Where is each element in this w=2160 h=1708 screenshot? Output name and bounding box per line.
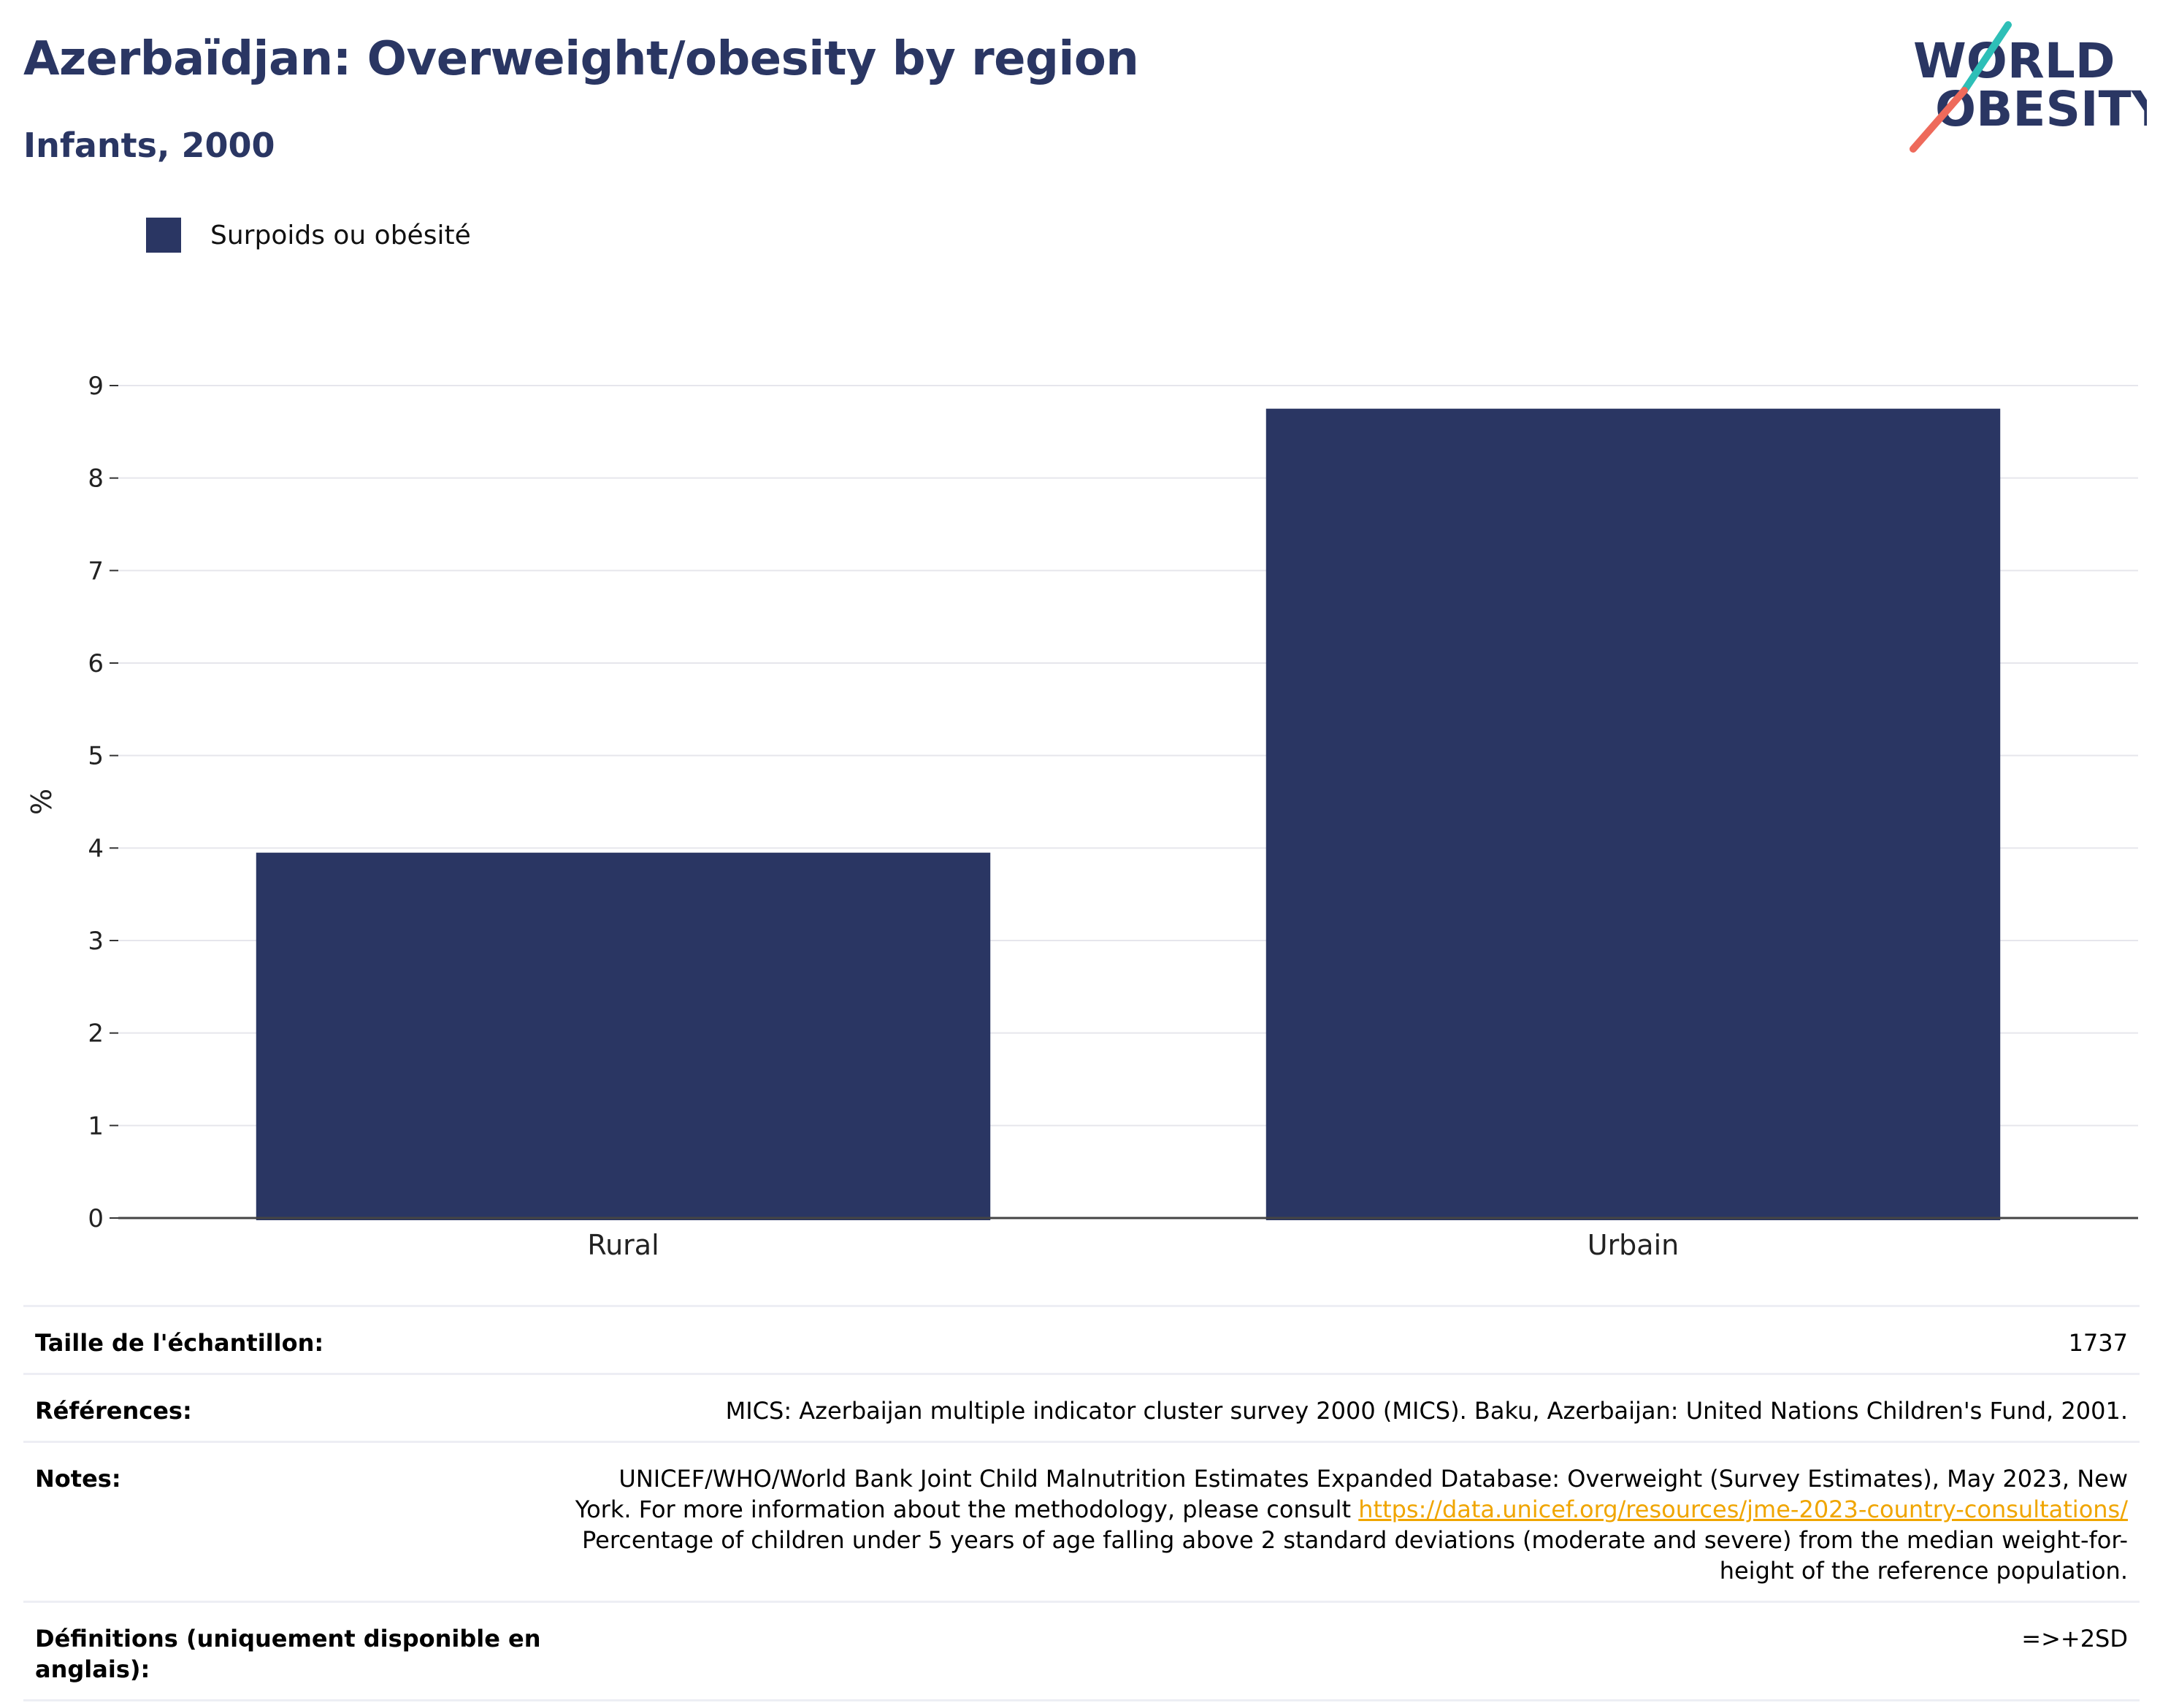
- info-row-references: Références: MICS: Azerbaijan multiple in…: [23, 1373, 2140, 1441]
- y-tick-label: 1: [88, 1111, 104, 1141]
- info-key: Définitions (uniquement disponible en an…: [35, 1625, 541, 1683]
- page-title: Azerbaïdjan: Overweight/obesity by regio…: [23, 32, 1139, 86]
- logo-slash-coral: [1910, 87, 1968, 153]
- page-subtitle: Infants, 2000: [23, 126, 275, 165]
- methodology-link[interactable]: https://data.unicef.org/resources/jme-20…: [1358, 1496, 2128, 1523]
- info-row-notes: Notes: UNICEF/WHO/World Bank Joint Child…: [23, 1441, 2140, 1601]
- y-axis-title: %: [26, 789, 58, 815]
- y-tick-label: 6: [88, 649, 104, 678]
- info-key: Références:: [35, 1397, 192, 1425]
- bar-chart: 0 1 2 3 4 5 6 7 8 9% Rural Urbain: [26, 372, 2138, 1261]
- notes-text: UNICEF/WHO/World Bank Joint Child Malnut…: [575, 1465, 2128, 1523]
- chart-legend: Surpoids ou obésité: [146, 218, 471, 253]
- info-value: 1737: [2068, 1329, 2128, 1357]
- y-tick-label: 4: [88, 834, 104, 863]
- logo-slash-teal: [1961, 21, 2012, 94]
- y-tick-label: 9: [88, 372, 104, 401]
- info-table: Taille de l'échantillon: 1737 Références…: [23, 1305, 2140, 1701]
- y-tick-label: 5: [88, 742, 104, 771]
- y-tick-label: 3: [88, 927, 104, 956]
- info-row-sample: Taille de l'échantillon: 1737: [23, 1305, 2140, 1373]
- notes-definition-text: Percentage of children under 5 years of …: [582, 1526, 2128, 1585]
- info-value: MICS: Azerbaijan multiple indicator clus…: [725, 1397, 2128, 1425]
- info-row-definitions: Définitions (uniquement disponible en an…: [23, 1601, 2140, 1701]
- x-category-label: Rural: [587, 1229, 659, 1261]
- logo-text-world: WORLD: [1913, 33, 2115, 89]
- info-key: Notes:: [35, 1465, 121, 1493]
- y-tick-label: 7: [88, 556, 104, 586]
- info-key: Taille de l'échantillon:: [35, 1329, 324, 1357]
- legend-swatch: [146, 218, 181, 253]
- y-tick-label: 0: [88, 1204, 104, 1233]
- y-tick-label: 2: [88, 1019, 104, 1049]
- legend-label: Surpoids ou obésité: [210, 220, 471, 250]
- info-value: UNICEF/WHO/World Bank Joint Child Malnut…: [572, 1463, 2128, 1586]
- x-category-label: Urbain: [1588, 1229, 1680, 1261]
- logo-text-obesity: OBESITY: [1935, 81, 2147, 137]
- y-tick-label: 8: [88, 464, 104, 494]
- info-value: =>+2SD: [2021, 1625, 2128, 1653]
- world-obesity-logo: WORLD OBESITY: [1910, 21, 2147, 153]
- bar-urbain: [1265, 408, 2001, 1220]
- bar-rural: [256, 852, 991, 1220]
